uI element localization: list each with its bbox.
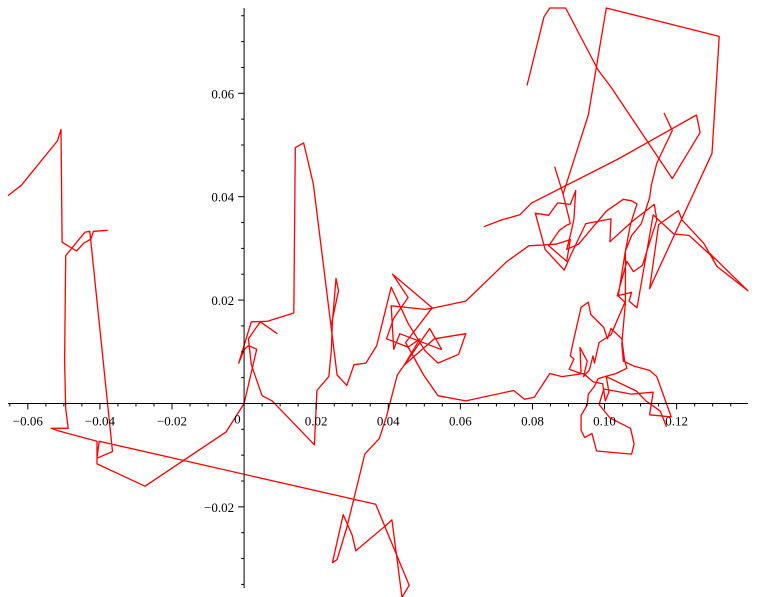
y-tick-label: 0.04	[211, 190, 234, 205]
x-tick-label: 0.10	[593, 413, 616, 428]
x-tick-label: 0.02	[305, 413, 328, 428]
x-tick-label: 0.08	[521, 413, 544, 428]
series-line-5	[247, 277, 340, 446]
series-line-3	[7, 128, 108, 252]
x-tick-label: 0.04	[377, 413, 400, 428]
series-line-2	[238, 142, 668, 427]
series-layer	[7, 7, 749, 597]
x-tick-label: −0.02	[157, 413, 187, 428]
x-tick-label: 0.06	[449, 413, 472, 428]
origin-label: 0	[234, 411, 241, 426]
axis-layer	[8, 8, 748, 588]
x-tick-label: −0.06	[13, 413, 44, 428]
series-line-4	[483, 7, 701, 228]
tick-layer: −0.06 −0.04 −0.02 0.02 0.04 0.06 0.08 0.10 0.12 0…	[9, 15, 732, 585]
y-tick-label: 0.02	[211, 293, 234, 308]
x-tick-label: −0.04	[85, 413, 116, 428]
y-tick-label: 0.06	[211, 86, 234, 101]
x-tick-label: 0.12	[665, 413, 688, 428]
y-tick-label: −0.02	[204, 500, 234, 515]
series-line-1	[50, 7, 749, 597]
